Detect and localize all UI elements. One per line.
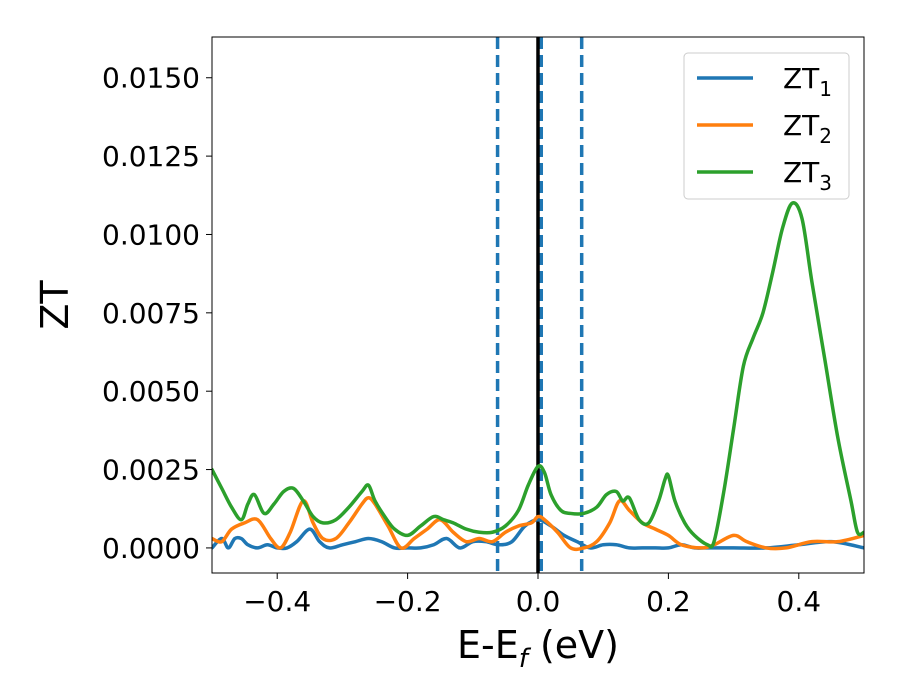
legend-label-zt1: ZT1: [783, 62, 832, 101]
series-layer: [212, 201, 864, 552]
x-tick-label: −0.2: [374, 585, 442, 618]
x-axis-label: E-Ef (eV): [457, 623, 619, 674]
y-tick-label: 0.0050: [102, 375, 200, 408]
x-tick-label: 0.0: [516, 585, 561, 618]
x-axis-label-unit: (eV): [528, 623, 619, 667]
x-tick-label: −0.4: [243, 585, 311, 618]
y-tick-label: 0.0000: [102, 532, 200, 565]
x-tick-label: 0.2: [646, 585, 691, 618]
y-tick-label: 0.0100: [102, 218, 200, 251]
legend-frame: [683, 52, 850, 200]
series-line-zt3: [212, 201, 864, 549]
y-tick-label: 0.0125: [102, 140, 200, 173]
legend: ZT1 ZT2 ZT3: [683, 52, 850, 200]
x-tick-label: 0.4: [777, 585, 822, 618]
y-tick-label: 0.0075: [102, 297, 200, 330]
y-tick-label: 0.0150: [102, 62, 200, 95]
x-axis-ticks: −0.4 −0.2 0.0 0.2 0.4: [243, 573, 821, 618]
legend-label-zt2: ZT2: [783, 109, 832, 148]
y-axis-ticks: 0.0000 0.0025 0.0050 0.0075 0.0100 0.0125 0.01…: [102, 62, 212, 565]
y-axis-label: ZT: [33, 280, 77, 330]
legend-label-zt3: ZT3: [783, 156, 832, 195]
y-tick-label: 0.0025: [102, 454, 200, 487]
x-axis-label-main: E-E: [457, 623, 519, 667]
reference-lines: [495, 37, 584, 573]
